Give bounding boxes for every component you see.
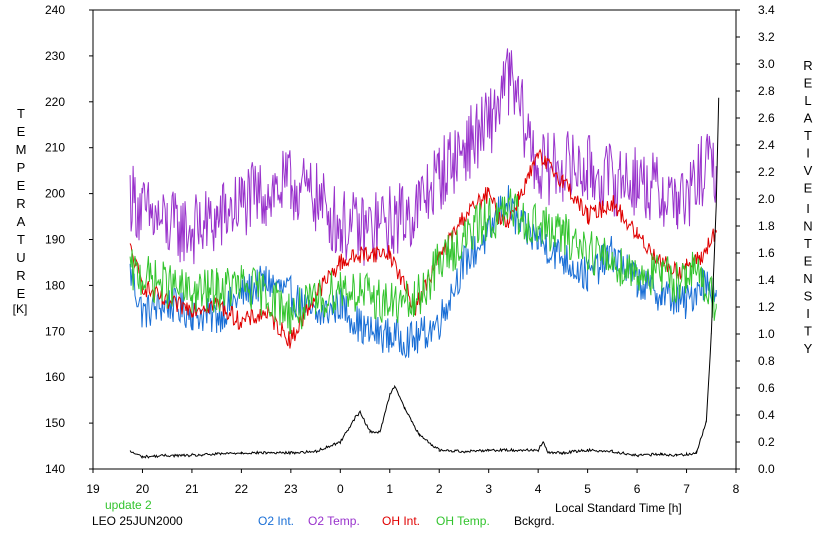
series-line-bckgrd <box>129 97 720 459</box>
y-right-tick-label: 1.6 <box>758 246 775 260</box>
y-left-tick-label: 210 <box>45 141 65 155</box>
series-line-o2-int <box>129 185 717 359</box>
y-right-tick-label: 2.0 <box>758 192 775 206</box>
y-left-label-char: R <box>16 268 25 283</box>
series-layer <box>129 48 720 459</box>
y-right-tick-label: 0.2 <box>758 435 775 449</box>
y-right-tick-label: 1.2 <box>758 300 775 314</box>
y-left-tick-label: 230 <box>45 49 65 63</box>
y-right-label-char: I <box>806 146 810 161</box>
x-tick-label: 23 <box>284 482 298 496</box>
x-tick-label: 8 <box>733 482 740 496</box>
y-left-unit: [K] <box>13 302 28 316</box>
y-right-label-char: E <box>804 76 813 91</box>
y-right-label-char: T <box>804 236 812 251</box>
y-left-tick-label: 190 <box>45 233 65 247</box>
update-annotation: update 2 <box>105 498 152 512</box>
y-right-label-char: I <box>806 201 810 216</box>
y-left-tick-label: 180 <box>45 278 65 292</box>
y-left-tick-label: 150 <box>45 416 65 430</box>
y-left-label-char: A <box>17 214 26 229</box>
y-left-tick-label: 170 <box>45 324 65 338</box>
y-left-label-char: T <box>17 232 25 247</box>
y-left-tick-label: 240 <box>45 3 65 17</box>
y-left-label-char: R <box>16 196 25 211</box>
x-tick-label: 4 <box>535 482 542 496</box>
y-right-tick-label: 0.0 <box>758 462 775 476</box>
y-right-label-char: R <box>803 58 812 73</box>
x-tick-label: 7 <box>683 482 690 496</box>
y-right-tick-label: 2.6 <box>758 111 775 125</box>
y-left-label-char: T <box>17 106 25 121</box>
y-right-label-char: V <box>804 163 813 178</box>
series-line-oh-int <box>129 148 717 349</box>
y-right-label-char: T <box>804 128 812 143</box>
x-tick-label: 22 <box>235 482 249 496</box>
series-line-oh-temp <box>129 188 717 335</box>
x-axis-label: Local Standard Time [h] <box>555 501 682 515</box>
station-annotation: LEO 25JUN2000 <box>92 514 183 528</box>
y-left-label-char: M <box>16 142 27 157</box>
y-right-label-char: E <box>804 181 813 196</box>
legend-entry: O2 Temp. <box>308 514 360 528</box>
x-tick-label: 5 <box>584 482 591 496</box>
y-right-label-char: N <box>803 271 812 286</box>
y-left-label-char: E <box>17 124 26 139</box>
y-right-label-char: L <box>804 93 811 108</box>
y-left-label-char: E <box>17 286 26 301</box>
x-tick-label: 0 <box>337 482 344 496</box>
x-tick-label: 6 <box>634 482 641 496</box>
series-line-o2-temp <box>129 48 717 266</box>
y-right-tick-label: 0.8 <box>758 354 775 368</box>
y-right-tick-label: 3.0 <box>758 57 775 71</box>
y-left-label-char: P <box>17 160 26 175</box>
y-right-tick-label: 1.8 <box>758 219 775 233</box>
y-right-label-char: T <box>804 324 812 339</box>
x-tick-label: 20 <box>136 482 150 496</box>
y-right-label-char: E <box>804 254 813 269</box>
y-right-label-char: N <box>803 219 812 234</box>
y-right-tick-label: 2.2 <box>758 165 775 179</box>
x-tick-label: 19 <box>86 482 100 496</box>
x-tick-label: 21 <box>185 482 199 496</box>
y-right-tick-label: 3.4 <box>758 3 775 17</box>
y-right-tick-label: 1.4 <box>758 273 775 287</box>
y-right-tick-label: 1.0 <box>758 327 775 341</box>
y-right-tick-label: 2.8 <box>758 84 775 98</box>
axes-layer: 19 20 21 22 23 0 1 2 3 4 5 6 7 8140150160170180190200… <box>45 3 775 496</box>
legend-entry: O2 Int. <box>258 514 294 528</box>
legend-entry: Bckgrd. <box>514 514 555 528</box>
y-right-tick-label: 2.4 <box>758 138 775 152</box>
legend-entry: OH Int. <box>382 514 420 528</box>
y-right-tick-label: 0.4 <box>758 408 775 422</box>
y-right-label-char: S <box>804 289 813 304</box>
y-left-tick-label: 160 <box>45 370 65 384</box>
y-left-tick-label: 220 <box>45 95 65 109</box>
x-tick-label: 1 <box>386 482 393 496</box>
y-left-label-char: U <box>16 250 25 265</box>
y-left-label-char: E <box>17 178 26 193</box>
y-left-tick-label: 140 <box>45 462 65 476</box>
y-right-tick-label: 0.6 <box>758 381 775 395</box>
x-tick-label: 2 <box>436 482 443 496</box>
y-right-label-char: I <box>806 306 810 321</box>
legend-entry: OH Temp. <box>436 514 490 528</box>
y-right-label-char: A <box>804 111 813 126</box>
y-right-label-char: Y <box>804 341 813 356</box>
y-left-tick-label: 200 <box>45 187 65 201</box>
x-tick-label: 3 <box>485 482 492 496</box>
y-right-tick-label: 3.2 <box>758 30 775 44</box>
